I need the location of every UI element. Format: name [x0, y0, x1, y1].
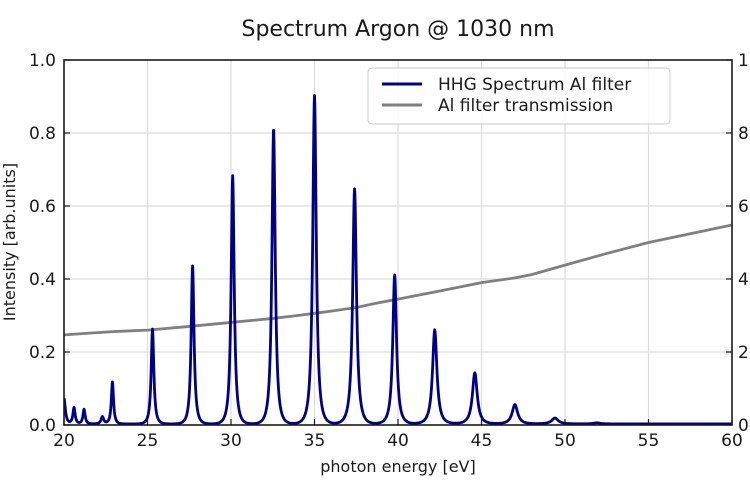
chart-title: Spectrum Argon @ 1030 nm — [241, 17, 554, 42]
legend: HHG Spectrum Al filter Al filter transmi… — [367, 67, 671, 125]
y-tick-label: 0.2 — [29, 343, 56, 363]
legend-label-transmission: Al filter transmission — [438, 96, 613, 116]
x-tick-label: 20 — [53, 431, 75, 451]
legend-label-hhg: HHG Spectrum Al filter — [438, 75, 631, 95]
series-line-al-filter-transmission — [64, 223, 732, 337]
y2-tick-label: 6 — [738, 197, 749, 217]
series-line-hhg-spectrum — [64, 94, 732, 426]
y-tick-label: 0.0 — [29, 416, 56, 436]
x-tick-label: 25 — [137, 431, 159, 451]
x-tick-label: 55 — [638, 431, 660, 451]
x-tick-label: 60 — [721, 431, 743, 451]
x-tick-label: 45 — [471, 431, 493, 451]
y2-tick-label: 4 — [738, 270, 749, 290]
y-axis-label: Intensity [arb.units] — [0, 163, 19, 321]
y2-tick-label: 8 — [738, 124, 749, 144]
x-axis-label: photon energy [eV] — [320, 457, 475, 476]
x-tick-label: 30 — [220, 431, 242, 451]
x-tick-label: 50 — [554, 431, 576, 451]
ticks: 20 25 30 35 40 45 50 55 60 0.0 0 0.2 2 0.4 4 0.6 6 0.8 8 1.… — [29, 51, 749, 451]
x-tick-label: 35 — [304, 431, 326, 451]
y-tick-label: 0.6 — [29, 197, 56, 217]
legend-box — [367, 67, 671, 125]
y2-tick-label: 2 — [738, 343, 749, 363]
series-layer — [64, 94, 732, 426]
y2-tick-label: 1 — [738, 51, 749, 71]
y2-tick-label: 0 — [738, 416, 749, 436]
y-tick-label: 0.8 — [29, 124, 56, 144]
x-tick-label: 40 — [387, 431, 409, 451]
y-tick-label: 0.4 — [29, 270, 56, 290]
y-tick-label: 1.0 — [29, 51, 56, 71]
